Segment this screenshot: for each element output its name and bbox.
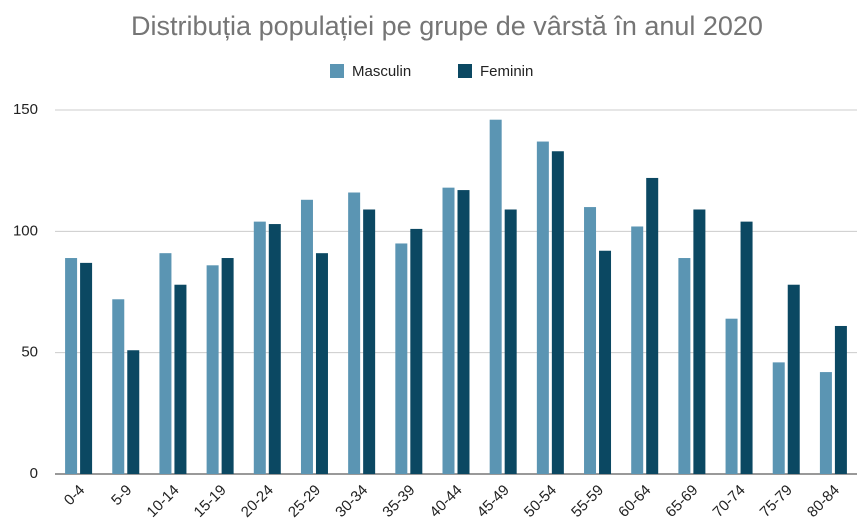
bar (221, 258, 234, 474)
bar (631, 226, 644, 474)
x-tick-label: 35-39 (379, 482, 418, 521)
bar (536, 141, 549, 474)
bar (678, 258, 691, 474)
bar (253, 221, 266, 474)
bar (315, 253, 328, 474)
bar (693, 209, 706, 474)
bar (395, 243, 408, 474)
bar (410, 228, 423, 474)
bar (725, 318, 738, 474)
x-tick-label: 15-19 (191, 482, 230, 521)
bar (787, 284, 800, 474)
bar (599, 250, 612, 474)
x-tick-label: 60-64 (615, 482, 654, 521)
x-tick-label: 75-79 (757, 482, 796, 521)
x-tick-label: 45-49 (474, 482, 513, 521)
bar (300, 199, 313, 474)
bar (442, 187, 455, 475)
y-tick-label: 150 (13, 101, 38, 118)
x-tick-label: 80-84 (804, 482, 843, 521)
bar (457, 190, 470, 474)
bar (504, 209, 517, 474)
bar (772, 362, 785, 474)
bar (646, 177, 659, 475)
y-tick-label: 0 (30, 465, 38, 482)
bar (348, 192, 361, 475)
bar (206, 265, 219, 474)
bar (112, 299, 125, 474)
bar (174, 284, 187, 474)
x-tick-label: 50-54 (521, 482, 560, 521)
legend-label: Feminin (480, 63, 533, 80)
bar (363, 209, 376, 474)
x-tick-label: 20-24 (238, 482, 277, 521)
x-tick-label: 5-9 (108, 482, 135, 509)
x-tick-label: 70-74 (710, 482, 749, 521)
legend-swatch (330, 64, 344, 78)
bar (268, 224, 281, 474)
x-tick-label: 25-29 (285, 482, 324, 521)
x-tick-label: 65-69 (662, 482, 701, 521)
x-tick-label: 10-14 (143, 482, 182, 521)
x-tick-label: 55-59 (568, 482, 607, 521)
bar (819, 372, 832, 474)
bar (159, 253, 172, 474)
bar (740, 221, 753, 474)
x-tick-label: 40-44 (426, 482, 465, 521)
x-tick-label: 30-34 (332, 482, 371, 521)
bar (80, 262, 93, 474)
bar (551, 151, 564, 474)
bar (834, 325, 847, 474)
bar (127, 350, 140, 474)
y-tick-label: 50 (21, 344, 38, 361)
legend-label: Masculin (352, 63, 411, 80)
bar (65, 258, 78, 474)
y-tick-label: 100 (13, 222, 38, 239)
legend-swatch (458, 64, 472, 78)
bar (489, 119, 502, 474)
bar (584, 207, 597, 475)
chart-title: Distribuția populației pe grupe de vârst… (131, 11, 763, 41)
x-tick-label: 0-4 (61, 482, 88, 509)
